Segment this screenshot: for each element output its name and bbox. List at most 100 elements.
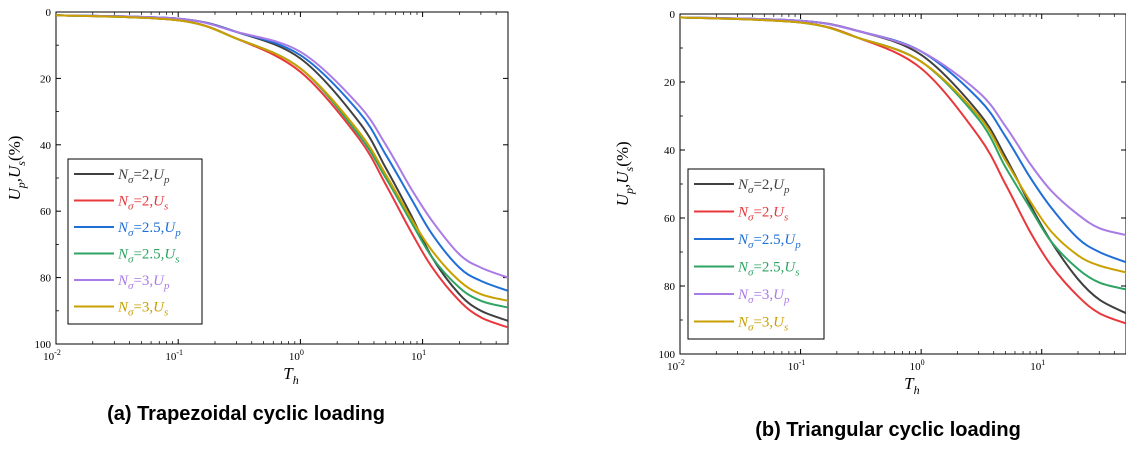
series-6-point: [480, 293, 482, 296]
series-6-point: [1098, 264, 1101, 267]
series-1-point: [507, 319, 508, 322]
series-4-point: [507, 306, 508, 309]
legend-symbol: N: [737, 205, 749, 221]
series-2-point: [1050, 264, 1053, 267]
legend-symbol: N: [117, 273, 129, 289]
series-4-point: [357, 134, 360, 136]
legend-box: [687, 168, 825, 340]
series-1-point: [357, 120, 360, 123]
y-axis-label: Up,Us(%): [613, 141, 636, 206]
series-group: [56, 14, 508, 329]
legend-value: =2.5,: [133, 220, 164, 236]
series-5-point: [431, 220, 434, 222]
series-4-point: [385, 177, 387, 179]
legend-variable-subscript: s: [795, 267, 799, 279]
legend-variable: U: [164, 247, 176, 263]
y-tick-label: 40: [664, 145, 676, 157]
legend-subscript: σ: [128, 201, 134, 213]
x-tick-base: 10: [411, 351, 423, 363]
legend-symbol: N: [737, 232, 749, 248]
legend-label: Nσ=2,Us: [117, 194, 168, 213]
legend-variable-subscript: s: [164, 201, 168, 213]
legend-value: =2,: [753, 205, 773, 221]
y-label-unit: (%): [613, 141, 632, 166]
x-tick-base: 10: [667, 361, 679, 373]
x-tick-exponent: -2: [678, 358, 685, 367]
series-2-point: [507, 326, 508, 329]
x-axis-label: Th: [904, 374, 919, 397]
series-6-point: [357, 130, 360, 133]
y-label-sym2: ,U: [613, 170, 632, 188]
x-tick-label: 10-1: [165, 348, 183, 363]
legend-variable: U: [773, 177, 785, 193]
series-4-point: [458, 286, 461, 289]
series-1-point: [920, 54, 922, 56]
series-3-point: [1029, 176, 1031, 178]
series-3-point: [385, 153, 387, 156]
legend-variable: U: [153, 194, 165, 210]
series-5-point: [799, 20, 802, 22]
legend-value: =2,: [753, 177, 773, 193]
series-3-point: [299, 54, 302, 56]
series-3-point: [1050, 207, 1053, 209]
legend-symbol: N: [737, 177, 749, 193]
series-4-point: [480, 300, 482, 302]
y-label-sub1: p: [622, 188, 636, 195]
series-1-point: [480, 310, 482, 312]
legend-variable-subscript: p: [783, 184, 790, 196]
series-line-5: [680, 16, 1126, 236]
series-3-point: [507, 290, 508, 292]
series-6-point: [1029, 200, 1031, 202]
x-tick-exponent: 0: [921, 358, 925, 367]
series-6-point: [1077, 254, 1079, 257]
legend-label: Nσ=2,Us: [737, 205, 788, 224]
legend-subscript: σ: [748, 294, 754, 306]
legend-variable: U: [164, 220, 176, 236]
series-6-point: [385, 173, 387, 176]
series-6-point: [680, 16, 681, 19]
series-6-point: [507, 300, 508, 302]
series-5-point: [507, 276, 508, 279]
legend-variable: U: [153, 167, 165, 183]
y-tick-label: 80: [664, 281, 676, 293]
x-tick-exponent: 1: [422, 348, 426, 357]
legend-subscript: σ: [748, 239, 754, 251]
series-6-point: [409, 217, 412, 219]
y-label-unit: (%): [5, 136, 24, 161]
series-6-point: [920, 60, 922, 63]
series-5-point: [357, 104, 360, 106]
x-tick-label: 10-2: [667, 358, 685, 373]
series-1-point: [1029, 203, 1031, 206]
series-2-point: [977, 135, 980, 138]
legend-variable-subscript: p: [783, 294, 790, 306]
series-4-point: [1098, 281, 1101, 284]
x-axis-label-subscript: h: [914, 383, 920, 397]
legend-subscript: σ: [748, 322, 754, 334]
legend-variable: U: [153, 273, 165, 289]
series-1-point: [1077, 278, 1079, 281]
legend: Nσ=2,UpNσ=2,UsNσ=2.5,UpNσ=2.5,UsNσ=3,UpN…: [67, 158, 203, 325]
legend-value: =3,: [753, 287, 773, 303]
series-line-6: [680, 16, 1126, 274]
legend-value: =2.5,: [133, 247, 164, 263]
y-tick-label: 40: [40, 140, 52, 152]
series-3-point: [409, 197, 412, 199]
x-tick-exponent: 1: [1041, 358, 1045, 367]
series-2-point: [1098, 312, 1101, 315]
series-4-point: [1004, 166, 1007, 168]
x-axis-label-subscript: h: [293, 373, 299, 387]
series-2-point: [1077, 295, 1079, 298]
series-1-point: [458, 293, 461, 296]
x-tick-base: 10: [43, 351, 55, 363]
series-4-point: [977, 118, 980, 121]
legend-variable: U: [773, 287, 785, 303]
legend-value: =3,: [133, 273, 153, 289]
legend-subscript: σ: [748, 267, 754, 279]
series-line-6: [56, 14, 508, 302]
x-tick-exponent: -1: [176, 348, 183, 357]
legend-variable-subscript: p: [163, 174, 170, 186]
y-label-sub2: s: [622, 166, 636, 171]
series-4-point: [431, 256, 434, 259]
